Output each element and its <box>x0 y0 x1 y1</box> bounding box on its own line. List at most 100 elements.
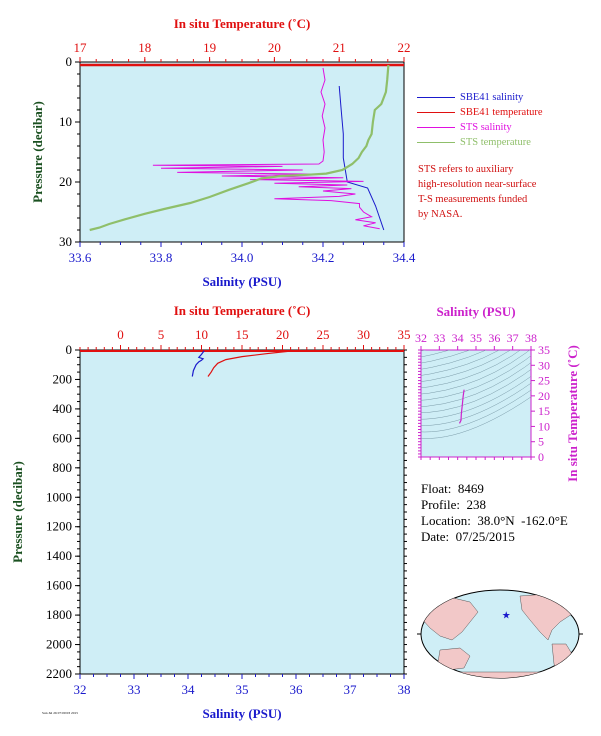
density-contour <box>421 362 531 407</box>
pressure-tick-label: 10 <box>59 114 72 129</box>
ts-salinity-tick-label: 34 <box>452 331 464 345</box>
note-line: T-S measurements funded <box>418 194 528 205</box>
temperature-tick-label: 25 <box>317 327 330 342</box>
temperature-tick-label: 15 <box>236 327 249 342</box>
ts-temperature-tick-label: 25 <box>538 374 550 388</box>
legend-label: STS temperature <box>460 137 531 148</box>
series-sts-temperature <box>89 64 390 232</box>
profile-number: Profile: 238 <box>421 497 486 512</box>
ts-salinity-tick-label: 38 <box>525 331 537 345</box>
temperature-tick-label: 30 <box>357 327 370 342</box>
pressure-tick-label: 20 <box>59 174 72 189</box>
pressure-tick-label: 1400 <box>46 548 72 563</box>
temperature-tick-label: 0 <box>117 327 124 342</box>
antarctica-landmass <box>439 671 561 678</box>
ts-temperature-tick-label: 5 <box>538 435 544 449</box>
ts-temperature-tick-label: 35 <box>538 343 550 357</box>
pressure-tick-label: 0 <box>66 342 73 357</box>
salinity-tick-label: 34.0 <box>231 250 254 265</box>
ts-salinity-tick-label: 35 <box>470 331 482 345</box>
density-contours <box>421 350 531 439</box>
temperature-axis-label: In situ Temperature (˚C) <box>174 16 311 31</box>
ts-temperature-tick-label: 30 <box>538 358 550 372</box>
ts-profile-line <box>458 389 465 424</box>
temperature-tick-label: 18 <box>138 40 151 55</box>
pressure-tick-label: 2200 <box>46 666 72 681</box>
density-contour <box>421 396 531 439</box>
timestamp-footnote: Sun Jul 26 07:00:03 2015 <box>42 711 78 715</box>
ts-salinity-tick-label: 36 <box>488 331 500 345</box>
temperature-tick-label: 35 <box>398 327 411 342</box>
temperature-tick-label: 22 <box>398 40 411 55</box>
series-sts-salinity <box>152 67 380 230</box>
pressure-tick-label: 1000 <box>46 489 72 504</box>
legend-label: SBE41 temperature <box>460 107 543 118</box>
salinity-tick-label: 36 <box>290 682 304 697</box>
temperature-tick-label: 17 <box>74 40 88 55</box>
pressure-tick-label: 800 <box>53 460 73 475</box>
ts-temperature-tick-label: 15 <box>538 404 550 418</box>
float-location-marker: ★ <box>502 610 511 621</box>
series-sbe41-salinity <box>191 350 205 377</box>
south-america-landmass <box>551 643 573 677</box>
legend-item-sts-salinity: STS salinity <box>417 120 543 135</box>
pressure-tick-label: 400 <box>53 401 73 416</box>
salinity-axis-label: Salinity (PSU) <box>202 274 281 289</box>
ts-temperature-axis-label: In situ Temperature (˚C) <box>565 345 580 482</box>
legend-label: STS salinity <box>460 122 512 133</box>
note-line: STS refers to auxiliary <box>418 164 514 175</box>
salinity-axis-label: Salinity (PSU) <box>202 706 281 721</box>
ts-temperature-tick-label: 10 <box>538 419 550 433</box>
salinity-tick-label: 38 <box>398 682 411 697</box>
sts-note: STS refers to auxiliary high-resolution … <box>418 162 536 222</box>
legend-label: SBE41 salinity <box>460 92 524 103</box>
density-contour <box>421 350 487 370</box>
salinity-tick-label: 33.8 <box>150 250 173 265</box>
legend-swatch-sts-temperature <box>417 142 455 143</box>
temperature-tick-label: 21 <box>333 40 346 55</box>
temperature-axis-label: In situ Temperature (˚C) <box>174 303 311 318</box>
legend-item-sts-temperature: STS temperature <box>417 135 543 150</box>
legend-swatch-sts-salinity <box>417 127 455 128</box>
temperature-tick-label: 20 <box>268 40 281 55</box>
legend-swatch-sbe41-temperature <box>417 112 455 113</box>
float-id: Float: 8469 <box>421 481 484 496</box>
density-contour <box>421 350 451 358</box>
density-contour <box>421 369 531 414</box>
pressure-tick-label: 200 <box>53 371 73 386</box>
ts-salinity-tick-label: 32 <box>415 331 427 345</box>
pressure-tick-label: 0 <box>66 54 73 69</box>
pressure-tick-label: 30 <box>59 234 72 249</box>
pressure-axis-label: Pressure (decibar) <box>30 101 45 203</box>
note-line: by NASA. <box>418 209 463 220</box>
temperature-tick-label: 19 <box>203 40 216 55</box>
ts-salinity-tick-label: 33 <box>433 331 445 345</box>
density-contour <box>421 382 531 426</box>
density-contour <box>421 350 471 364</box>
legend-swatch-sbe41-salinity <box>417 97 455 98</box>
temperature-tick-label: 5 <box>158 327 165 342</box>
density-contour <box>421 350 521 389</box>
ts-temperature-tick-label: 20 <box>538 389 550 403</box>
float-info: Float: 8469 Profile: 238 Location: 38.0°… <box>421 481 568 545</box>
pressure-tick-label: 1200 <box>46 519 72 534</box>
pressure-tick-label: 1800 <box>46 607 72 622</box>
density-contour <box>421 389 531 433</box>
salinity-tick-label: 32 <box>74 682 87 697</box>
pressure-axis-label: Pressure (decibar) <box>10 461 25 563</box>
ts-salinity-axis-label: Salinity (PSU) <box>436 304 515 319</box>
legend: SBE41 salinity SBE41 temperature STS sal… <box>417 90 543 150</box>
salinity-tick-label: 34 <box>182 682 196 697</box>
temperature-tick-label: 10 <box>195 327 208 342</box>
density-contour <box>421 350 531 395</box>
plot-area-top <box>79 61 405 243</box>
salinity-tick-label: 35 <box>236 682 249 697</box>
legend-item-sbe41-salinity: SBE41 salinity <box>417 90 543 105</box>
salinity-tick-label: 33.6 <box>69 250 92 265</box>
series-sbe41-salinity <box>338 85 385 231</box>
location: Location: 38.0°N -162.0°E <box>421 513 568 528</box>
ts-temperature-tick-label: 0 <box>538 450 544 464</box>
salinity-tick-label: 34.4 <box>393 250 416 265</box>
pressure-tick-label: 2000 <box>46 637 72 652</box>
